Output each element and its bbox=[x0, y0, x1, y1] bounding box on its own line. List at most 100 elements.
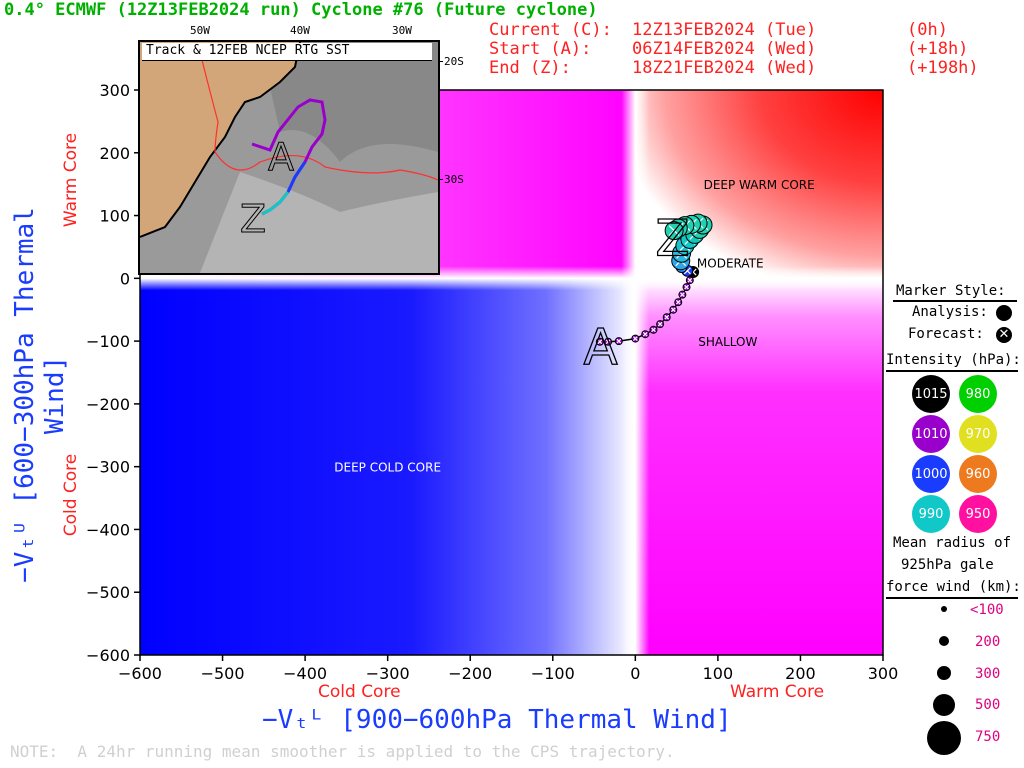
intensity-swatch-950: 950 bbox=[959, 495, 997, 533]
x-right-side-label: Warm Core bbox=[730, 682, 825, 702]
inset-map: A Z Track & 12FEB NCEP RTG SST bbox=[138, 40, 440, 275]
y-bottom-side-label: Cold Core bbox=[61, 453, 81, 537]
analysis-marker-icon bbox=[996, 305, 1012, 321]
x-tick-label: −100 bbox=[531, 664, 575, 683]
band-vertical bbox=[621, 90, 650, 655]
intensity-swatch-990: 990 bbox=[912, 495, 950, 533]
inset-title: Track & 12FEB NCEP RTG SST bbox=[146, 43, 350, 58]
inset-lon-40w: 40W bbox=[290, 24, 310, 37]
y-tick-label: 300 bbox=[99, 81, 130, 100]
x-tick-label: −600 bbox=[118, 664, 162, 683]
forecast-x-mark bbox=[687, 277, 693, 283]
forecast-x-mark bbox=[675, 299, 681, 305]
current-offset: (0h) bbox=[907, 20, 948, 40]
radius-label-300: 300 bbox=[975, 666, 1001, 682]
x-tick-label: −400 bbox=[283, 664, 327, 683]
x-tick-label: −300 bbox=[366, 664, 410, 683]
y-tick-label: −600 bbox=[86, 646, 130, 665]
radius-dot-750 bbox=[927, 721, 961, 755]
forecast-x-mark bbox=[668, 225, 680, 236]
intensity-swatch-1000: 1000 bbox=[912, 455, 950, 493]
inset-tick-30s bbox=[438, 179, 443, 180]
y-tick-label: −200 bbox=[86, 395, 130, 414]
x-tick-label: 0 bbox=[630, 664, 640, 683]
radius-dot-300 bbox=[937, 666, 951, 680]
y-tick-label: 200 bbox=[99, 144, 130, 163]
footer-note: NOTE: A 24hr running mean smoother is ap… bbox=[10, 742, 675, 761]
forecast-x-mark bbox=[597, 339, 603, 345]
radius-label-500: 500 bbox=[975, 697, 1001, 713]
forecast-x-mark bbox=[684, 284, 689, 290]
region-label: MODERATE bbox=[697, 257, 764, 271]
inset-start-marker: A bbox=[268, 135, 294, 179]
forecast-x-mark bbox=[605, 339, 611, 345]
inset-lat-20s: 20S bbox=[444, 55, 464, 68]
end-label: End (Z): bbox=[489, 58, 571, 78]
intensity-title: Intensity (hPa): bbox=[886, 352, 1021, 368]
intensity-swatch-960: 960 bbox=[959, 455, 997, 493]
forecast-label: Forecast: bbox=[908, 326, 984, 342]
region-label: DEEP WARM CORE bbox=[704, 178, 815, 192]
y-tick-label: −500 bbox=[86, 583, 130, 602]
cps-track: AZ bbox=[583, 209, 713, 377]
radius-title-1: Mean radius of bbox=[893, 535, 1012, 551]
analysis-label: Analysis: bbox=[912, 304, 988, 320]
inset-tick-20s bbox=[438, 61, 443, 62]
x-axis-title: −Vₜᴸ [900−600hPa Thermal Wind] bbox=[262, 705, 732, 735]
inset-lon-30w: 30W bbox=[392, 24, 412, 37]
marker-style-title: Marker Style: bbox=[896, 283, 1006, 299]
forecast-x-mark bbox=[680, 292, 685, 298]
x-left-side-label: Cold Core bbox=[318, 682, 401, 702]
radius-label-100: <100 bbox=[970, 602, 1004, 618]
region-label: SHALLOW bbox=[698, 335, 757, 349]
chart-title: 0.4° ECMWF (12Z13FEB2024 run) Cyclone #7… bbox=[4, 0, 598, 20]
y-tick-label: 100 bbox=[99, 207, 130, 226]
intensity-swatch-1015: 1015 bbox=[912, 375, 950, 413]
forecast-x-mark bbox=[616, 338, 622, 344]
x-tick-label: 300 bbox=[868, 664, 899, 683]
inset-lon-50w: 50W bbox=[190, 24, 210, 37]
radius-title-3: force wind (km): bbox=[886, 579, 1021, 595]
current-label: Current (C): bbox=[489, 20, 612, 40]
x-tick-label: 200 bbox=[785, 664, 816, 683]
y-tick-label: −300 bbox=[86, 458, 130, 477]
inset-end-marker: Z bbox=[240, 197, 266, 241]
land-area bbox=[140, 42, 300, 237]
forecast-x-mark bbox=[657, 321, 663, 327]
radius-dot-500 bbox=[933, 694, 955, 716]
y-tick-label: −400 bbox=[86, 520, 130, 539]
forecast-x-mark bbox=[664, 314, 670, 320]
y-tick-label: 0 bbox=[120, 269, 130, 288]
radius-label-200: 200 bbox=[975, 634, 1001, 650]
forecast-x-mark bbox=[642, 331, 648, 337]
current-time: 12Z13FEB2024 (Tue) bbox=[632, 20, 817, 40]
radius-dot-200 bbox=[939, 636, 949, 646]
end-time: 18Z21FEB2024 (Wed) bbox=[632, 58, 817, 78]
plot-frame bbox=[139, 89, 884, 656]
region-label: DEEP COLD CORE bbox=[334, 461, 441, 475]
start-marker-a: A bbox=[584, 318, 618, 376]
start-label: Start (A): bbox=[489, 39, 592, 59]
inset-track-cyan bbox=[261, 191, 290, 216]
axes: −600 −500 −400 −300 −200 −100 0 100 200 300 −600 −5… bbox=[86, 81, 898, 683]
legend-divider-1 bbox=[893, 300, 1017, 302]
start-time: 06Z14FEB2024 (Wed) bbox=[632, 39, 817, 59]
radius-dot-100 bbox=[941, 606, 947, 612]
quadrant-deep-cold-core bbox=[140, 278, 636, 655]
end-offset: (+198h) bbox=[907, 58, 979, 78]
legend-divider-3 bbox=[886, 597, 1018, 599]
inset-lat-30s: 30S bbox=[444, 173, 464, 186]
intensity-swatch-980: 980 bbox=[959, 375, 997, 413]
region-labels: DEEP WARM CORE MODERATE SHALLOW DEEP COLD C… bbox=[334, 178, 815, 475]
y-top-side-label: Warm Core bbox=[61, 132, 81, 228]
sst-contour bbox=[214, 151, 438, 181]
forecast-x-mark bbox=[670, 307, 676, 313]
start-offset: (+18h) bbox=[907, 39, 969, 59]
forecast-x-mark bbox=[632, 336, 638, 341]
intensity-swatch-970: 970 bbox=[959, 415, 997, 453]
forecast-x-mark bbox=[651, 327, 656, 333]
inset-title-box: Track & 12FEB NCEP RTG SST bbox=[142, 43, 432, 61]
forecast-marker-icon: ✕ bbox=[996, 327, 1012, 343]
y-tick-label: −100 bbox=[86, 332, 130, 351]
quadrant-shallow-warm bbox=[635, 278, 883, 655]
